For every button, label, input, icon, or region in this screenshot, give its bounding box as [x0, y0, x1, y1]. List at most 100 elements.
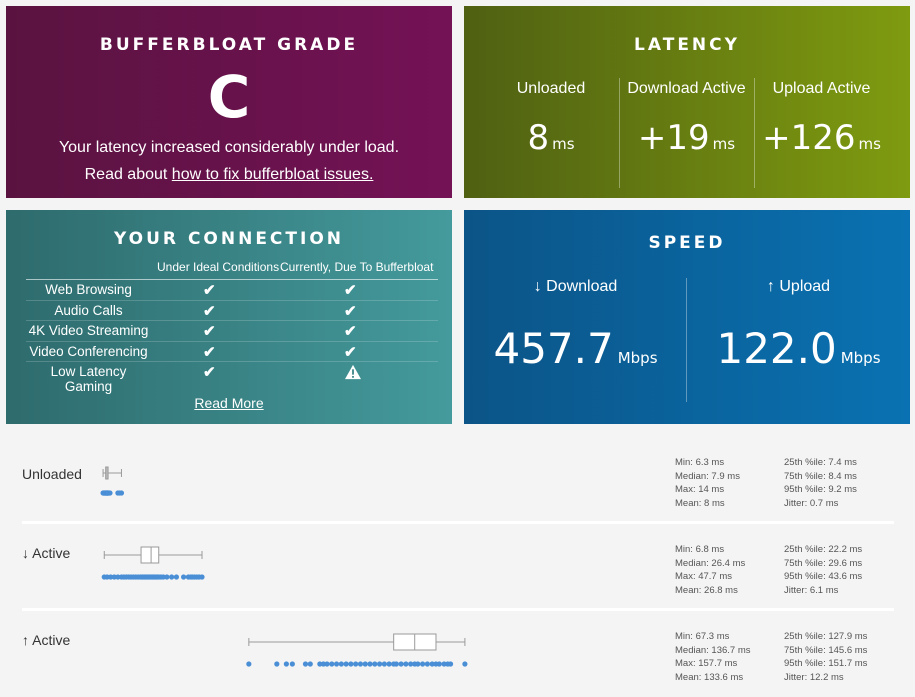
latency-sample-point	[181, 574, 187, 580]
latency-sample-point	[367, 661, 373, 667]
stat-line: Min: 6.8 ms	[675, 544, 725, 555]
warning-icon	[345, 364, 361, 380]
connection-card: YOUR CONNECTION Under Ideal Conditions C…	[6, 210, 452, 424]
stat-line: 25th %ile: 127.9 ms	[784, 631, 868, 642]
stat-line: Median: 7.9 ms	[675, 470, 740, 482]
latency-download-active: Download Active +19 ms	[619, 78, 753, 188]
latency-distribution-section: Unloaded Min: 6.3 ms Median: 7.9 ms Max: 14…	[0, 443, 915, 530]
stat-line: 95th %ile: 43.6 ms	[784, 571, 863, 583]
iqr-box	[140, 546, 160, 564]
grade-letter: C	[207, 63, 251, 131]
check-icon: ✔	[203, 282, 216, 299]
stats-column: Min: 6.3 ms Median: 7.9 ms Max: 14 ms Mean:…	[675, 456, 740, 511]
latency-sample-point	[320, 661, 327, 667]
latency-boxplot	[101, 546, 205, 580]
check-icon: ✔	[344, 343, 357, 361]
stat-line: 75th %ile: 29.6 ms	[784, 557, 863, 569]
latency-sample-point	[274, 661, 280, 667]
latency-sample-point	[118, 490, 125, 496]
grade-read-prefix: Read about	[84, 166, 172, 183]
connection-row: Web Browsing ✔ ✔	[26, 280, 438, 301]
latency-sample-point	[362, 661, 368, 667]
stat-line: Jitter: 6.1 ms	[784, 585, 839, 597]
download-label: ↓ Download	[533, 278, 618, 295]
latency-sample-point	[169, 574, 175, 580]
latency-sample-point	[108, 574, 114, 580]
download-unit: Mbps	[617, 349, 658, 367]
latency-sample-point	[246, 661, 252, 667]
upload-value: 122.0	[716, 324, 837, 373]
grade-description: Your latency increased considerably unde…	[58, 139, 400, 156]
latency-sample-point	[199, 574, 205, 580]
stat-line: Max: 47.7 ms	[675, 571, 733, 583]
latency-sample-point	[104, 574, 110, 580]
latency-sample-point	[333, 661, 340, 667]
latency-unit: ms	[552, 135, 575, 153]
latency-sample-point	[436, 661, 442, 667]
stats-column: 25th %ile: 22.2 ms 75th %ile: 29.6 ms 95th…	[784, 543, 862, 598]
stats-column: Min: 6.8 ms Median: 26.4 ms Max: 47.7 ms Me…	[675, 543, 745, 598]
latency-sample-point	[403, 661, 409, 667]
latency-label: Upload Active	[772, 80, 871, 97]
latency-sample-point	[173, 574, 180, 580]
latency-sample-point	[424, 661, 430, 667]
latency-distribution-section: ↑ Active Min: 67.3 ms Median: 136.7 ms Max:…	[0, 617, 915, 697]
distribution-label: ↑ Active	[22, 632, 71, 648]
connection-row: Low Latency Gaming ✔	[26, 362, 438, 394]
check-icon: ✔	[203, 364, 216, 381]
latency-sample-point	[462, 661, 468, 667]
stat-line: Max: 14 ms	[675, 484, 725, 496]
latency-sample-point	[338, 661, 344, 667]
fix-bufferbloat-link[interactable]: how to fix bufferbloat issues.	[171, 166, 374, 183]
latency-sample-point	[302, 661, 309, 667]
latency-sample-point	[408, 661, 414, 667]
stat-line: 75th %ile: 8.4 ms	[784, 470, 857, 482]
activity-name: Web Browsing	[45, 282, 132, 297]
latency-label: Download Active	[627, 80, 746, 97]
download-value: 457.7	[493, 324, 614, 373]
latency-sample-point	[329, 661, 335, 667]
read-more-link[interactable]: Read More	[194, 395, 264, 411]
stat-line: Mean: 133.6 ms	[675, 672, 744, 684]
check-icon: ✔	[344, 302, 357, 320]
stats-column: 25th %ile: 127.9 ms 75th %ile: 145.6 ms 95…	[784, 630, 867, 685]
latency-value: +126	[762, 118, 856, 158]
latency-distribution-section: ↓ Active Min: 6.8 ms Median: 26.4 ms Max: 4…	[0, 530, 915, 617]
check-icon: ✔	[203, 323, 216, 340]
latency-value: +19	[637, 118, 710, 158]
stats-column: Min: 67.3 ms Median: 136.7 ms Max: 157.7 m…	[675, 630, 751, 685]
connection-title: YOUR CONNECTION	[113, 229, 345, 249]
stat-line: Min: 67.3 ms	[675, 631, 730, 642]
latency-sample-point	[398, 661, 404, 667]
distribution-label: ↓ Active	[22, 545, 71, 561]
stat-line: 95th %ile: 9.2 ms	[784, 484, 857, 496]
connection-row: 4K Video Streaming ✔ ✔	[26, 321, 438, 342]
stat-line: 25th %ile: 22.2 ms	[784, 544, 863, 555]
grade-read-line: Read about how to fix bufferbloat issues…	[6, 166, 452, 184]
activity-name: Audio Calls	[54, 302, 123, 318]
stat-line: 75th %ile: 145.6 ms	[784, 644, 868, 656]
latency-sample-point	[111, 574, 117, 580]
stat-line: Mean: 8 ms	[675, 498, 725, 510]
latency-boxplot	[246, 633, 468, 667]
check-icon: ✔	[203, 343, 216, 361]
latency-sample-point	[420, 661, 426, 667]
section-divider	[22, 521, 894, 524]
upload-label: ↑ Upload	[766, 278, 831, 295]
connection-table: Web Browsing ✔ ✔ Audio Calls ✔ ✔ 4K Video Stre…	[26, 279, 438, 394]
latency-boxplot	[100, 466, 125, 496]
latency-sample-point	[164, 574, 170, 580]
latency-sample-point	[393, 661, 399, 667]
stat-line: 25th %ile: 7.4 ms	[784, 457, 857, 468]
upload-speed: ↑ Upload 122.0 Mbps	[687, 278, 910, 373]
latency-sample-point	[357, 661, 364, 667]
latency-sample-point	[381, 661, 387, 667]
latency-unloaded: Unloaded 8 ms	[484, 78, 618, 188]
latency-value: 8	[527, 118, 550, 158]
latency-sample-point	[307, 661, 313, 667]
latency-upload-active: Upload Active +126 ms	[754, 78, 888, 188]
latency-sample-point	[447, 661, 454, 667]
check-icon: ✔	[203, 302, 216, 320]
ideal-conditions-header: Under Ideal Conditions	[157, 260, 280, 274]
stat-line: 95th %ile: 151.7 ms	[784, 658, 868, 670]
